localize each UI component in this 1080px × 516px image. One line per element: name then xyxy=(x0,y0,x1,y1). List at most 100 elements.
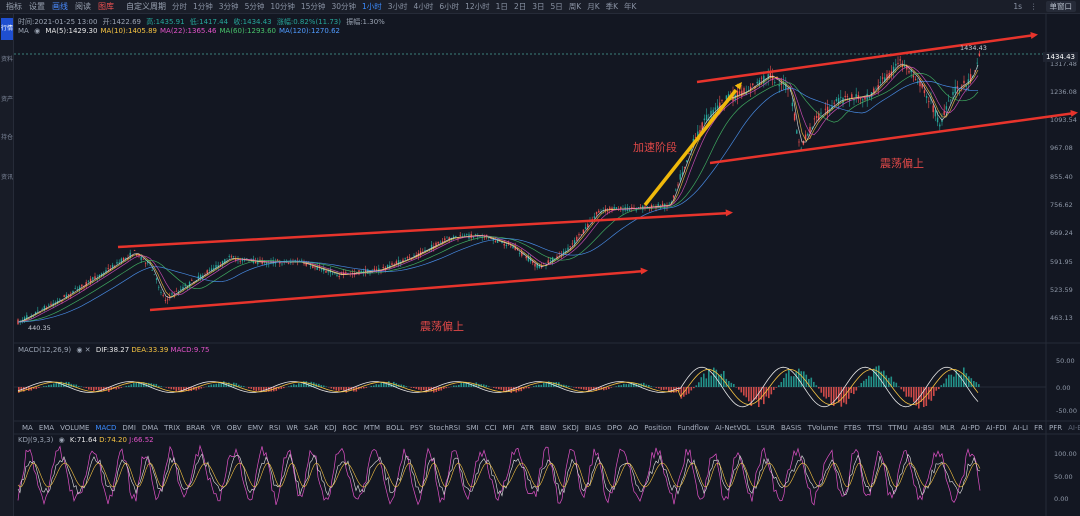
indicator-tab[interactable]: WR xyxy=(286,424,299,432)
candle-body xyxy=(116,262,118,264)
indicator-tab[interactable]: StochRSI xyxy=(429,424,461,432)
macd-bar xyxy=(798,368,800,387)
ohlc-info-bar: 时间:2021-01-25 13:00 开:1422.69 高:1435.91 … xyxy=(18,17,388,27)
indicator-tab[interactable]: BOLL xyxy=(386,424,405,432)
more-icon[interactable]: ⋮ xyxy=(1030,2,1038,11)
indicator-tab[interactable]: AI-PD xyxy=(960,424,980,432)
tool-pen-button[interactable]: 画线 xyxy=(52,2,68,11)
interval-button[interactable]: 1日 xyxy=(495,2,508,11)
indicator-tab[interactable]: MA xyxy=(22,424,33,432)
interval-button[interactable]: 3小时 xyxy=(387,2,408,11)
indicator-tab[interactable]: AI-NetVOL xyxy=(714,424,751,432)
tool-gallery-button[interactable]: 图库 xyxy=(98,2,114,11)
sidebar-item-market[interactable]: 行情 xyxy=(1,18,13,40)
candle-body xyxy=(257,260,259,265)
indicator-tab[interactable]: TVolume xyxy=(807,424,838,432)
indicator-tab[interactable]: CCI xyxy=(484,424,497,432)
indicator-tab[interactable]: AI-BSI xyxy=(913,424,935,432)
indicator-tab[interactable]: BRAR xyxy=(186,424,206,432)
indicator-tab[interactable]: LSUR xyxy=(756,424,776,432)
kdj-settings-icon[interactable]: ◉ xyxy=(58,436,65,444)
interval-button[interactable]: 15分钟 xyxy=(300,2,326,11)
indicator-tab[interactable]: AI-LI xyxy=(1012,424,1029,432)
sidebar-item-news[interactable]: 资讯 xyxy=(1,172,13,181)
interval-button[interactable]: 5分钟 xyxy=(244,2,265,11)
macd-bar xyxy=(95,387,98,390)
indicator-tab[interactable]: TTSI xyxy=(867,424,883,432)
indicator-tab[interactable]: Position xyxy=(644,424,672,432)
interval-button[interactable]: 周K xyxy=(568,2,582,11)
indicator-tab[interactable]: EMV xyxy=(247,424,263,432)
candle-body xyxy=(107,268,109,269)
indicator-tab[interactable]: ATR xyxy=(520,424,535,432)
indicator-tab[interactable]: FR xyxy=(1034,424,1043,432)
interval-button[interactable]: 5日 xyxy=(550,2,563,11)
tool-book-button[interactable]: 阅读 xyxy=(75,2,91,11)
candle-body xyxy=(840,96,842,98)
indicator-tab[interactable]: TTMU xyxy=(888,424,908,432)
indicator-tab[interactable]: KDJ xyxy=(324,424,337,432)
indicator-tab[interactable]: BBW xyxy=(540,424,557,432)
indicator-tab[interactable]: AI-BST xyxy=(1068,424,1080,432)
ma-legend-item: MA(22):1365.46 xyxy=(159,27,217,35)
indicator-tab[interactable]: MFI xyxy=(502,424,515,432)
indicator-tab[interactable]: SMI xyxy=(466,424,479,432)
tool-indicator-button[interactable]: 指标 xyxy=(6,2,22,11)
indicator-tab[interactable]: OBV xyxy=(226,424,242,432)
indicator-tab[interactable]: MLR xyxy=(940,424,955,432)
interval-button[interactable]: 3分钟 xyxy=(218,2,239,11)
interval-button[interactable]: 季K xyxy=(605,2,619,11)
ma-settings-icon[interactable]: ◉ xyxy=(34,27,41,35)
indicator-tab[interactable]: DMI xyxy=(122,424,136,432)
interval-button[interactable]: 30分钟 xyxy=(331,2,356,11)
indicator-tab[interactable]: DPO xyxy=(606,424,623,432)
tool-gear-button[interactable]: 设置 xyxy=(29,2,45,11)
macd-bar xyxy=(343,387,345,391)
indicator-tab[interactable]: TRIX xyxy=(164,424,181,432)
interval-button[interactable]: 1小时 xyxy=(361,2,382,11)
indicator-tab[interactable]: VR xyxy=(211,424,221,432)
indicator-tab[interactable]: VOLUME xyxy=(60,424,90,432)
interval-button[interactable]: 3日 xyxy=(532,2,545,11)
ma-legend-item: MA(10):1405.89 xyxy=(100,27,157,35)
interval-button[interactable]: 4小时 xyxy=(413,2,434,11)
interval-button[interactable]: 12小时 xyxy=(465,2,490,11)
indicator-tab[interactable]: EMA xyxy=(38,424,55,432)
macd-settings-icon[interactable]: ◉ ✕ xyxy=(76,346,91,354)
interval-button[interactable]: 6小时 xyxy=(439,2,460,11)
indicator-tab[interactable]: PSY xyxy=(410,424,423,432)
interval-button[interactable]: 10分钟 xyxy=(270,2,295,11)
indicator-tab[interactable]: ROC xyxy=(342,424,358,432)
indicator-tab[interactable]: MACD xyxy=(95,424,117,432)
candle-body xyxy=(886,74,888,80)
sidebar-item-position[interactable]: 持仓 xyxy=(1,132,13,141)
candle-body xyxy=(129,252,131,258)
indicator-tab[interactable]: PFR xyxy=(1048,424,1063,432)
interval-button[interactable]: 1分钟 xyxy=(193,2,213,11)
indicator-tab[interactable]: MTM xyxy=(363,424,381,432)
interval-button[interactable]: 分时 xyxy=(172,2,187,11)
indicator-tab[interactable]: AI-FDI xyxy=(985,424,1007,432)
indicator-tab[interactable]: AO xyxy=(628,424,639,432)
interval-button[interactable]: 年K xyxy=(624,2,637,11)
indicator-tab[interactable]: BASIS xyxy=(781,424,802,432)
window-mode-select[interactable]: 单窗口 xyxy=(1045,1,1076,12)
macd-bar xyxy=(755,387,758,400)
speed-toggle[interactable]: 1s xyxy=(1013,2,1022,11)
macd-bar xyxy=(158,385,160,387)
indicator-tab[interactable]: SKDJ xyxy=(562,424,579,432)
indicator-tab[interactable]: RSI xyxy=(268,424,281,432)
macd-bar xyxy=(650,386,653,387)
sidebar-item-profile[interactable]: 资料 xyxy=(1,54,13,63)
candle-body xyxy=(175,290,178,292)
indicator-tab[interactable]: SAR xyxy=(304,424,319,432)
sidebar-item-assets[interactable]: 资产 xyxy=(1,94,13,103)
indicator-tab[interactable]: BIAS xyxy=(584,424,601,432)
interval-button[interactable]: 月K xyxy=(587,2,600,11)
indicator-tab[interactable]: FTBS xyxy=(843,424,862,432)
interval-button[interactable]: 2日 xyxy=(513,2,527,11)
custom-period-button[interactable]: 自定义周期 xyxy=(126,2,166,11)
indicator-tab[interactable]: DMA xyxy=(141,424,159,432)
indicator-tab[interactable]: Fundflow xyxy=(677,424,709,432)
